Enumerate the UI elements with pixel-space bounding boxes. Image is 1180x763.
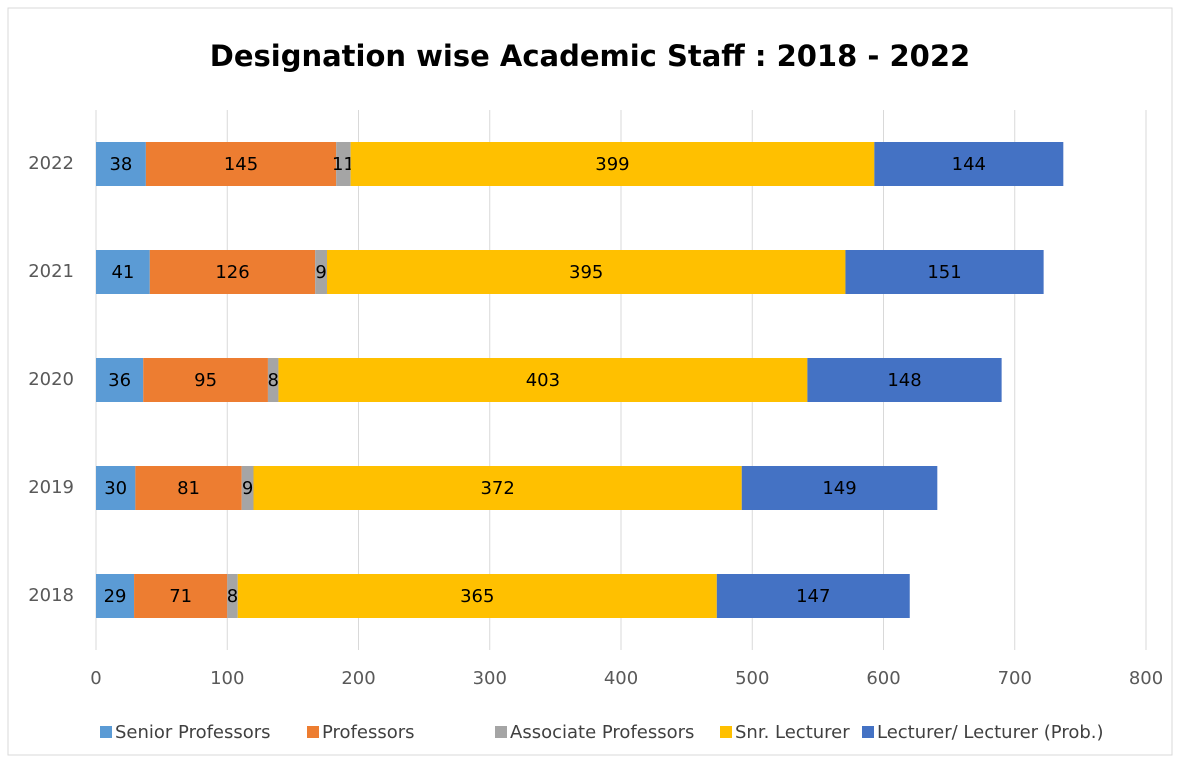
bar-segment [336,142,351,186]
bar-segment [241,466,254,510]
y-tick-label: 2020 [28,369,74,390]
bar-segment [350,142,875,186]
x-tick-label: 300 [473,668,507,689]
bar-segment [278,358,808,402]
legend-label: Lecturer/ Lecturer (Prob.) [877,722,1104,743]
chart-title: Designation wise Academic Staff : 2018 -… [210,39,970,73]
data-label: 151 [927,262,961,283]
legend-swatch [862,726,874,738]
bar-segment [874,142,1064,186]
data-label: 395 [569,262,603,283]
x-tick-label: 600 [866,668,900,689]
x-tick-label: 500 [735,668,769,689]
bar-segment [227,574,238,618]
legend-label: Senior Professors [115,722,271,743]
bar-segment [807,358,1002,402]
x-tick-label: 0 [90,668,101,689]
data-label: 11 [332,154,355,175]
bar-segment [327,250,846,294]
legend-label: Snr. Lecturer [735,722,850,743]
bar-segment [96,574,135,618]
x-tick-label: 400 [604,668,638,689]
data-label: 403 [526,370,560,391]
bar-segment [135,466,242,510]
data-label: 38 [109,154,132,175]
bar-segment [134,574,228,618]
y-tick-label: 2018 [28,585,74,606]
legend-swatch [720,726,732,738]
y-tick-label: 2019 [28,477,74,498]
data-label: 95 [194,370,217,391]
bar-segment [149,250,316,294]
legend-swatch [307,726,319,738]
legend-swatch [495,726,507,738]
bar-segment [96,142,146,186]
bar-segment [237,574,717,618]
data-label: 149 [822,478,856,499]
data-label: 372 [480,478,514,499]
legend-label: Associate Professors [510,722,694,743]
data-label: 30 [104,478,127,499]
data-label: 81 [177,478,200,499]
data-label: 36 [108,370,131,391]
bar-segment [741,466,938,510]
x-tick-label: 700 [998,668,1032,689]
bar-segment [96,250,150,294]
bar-segment [143,358,268,402]
data-label: 126 [215,262,249,283]
data-label: 144 [952,154,986,175]
data-label: 9 [315,262,326,283]
x-tick-label: 800 [1129,668,1163,689]
bar-segment [145,142,337,186]
legend-swatch [100,726,112,738]
data-label: 365 [460,586,494,607]
data-label: 399 [595,154,629,175]
bar-segment [253,466,742,510]
legend-label: Professors [322,722,415,743]
bar-segment [315,250,327,294]
x-tick-label: 200 [341,668,375,689]
bar-segment [267,358,279,402]
data-label: 9 [242,478,253,499]
x-tick-label: 100 [210,668,244,689]
data-label: 8 [227,586,238,607]
data-label: 8 [267,370,278,391]
data-label: 71 [169,586,192,607]
data-label: 29 [104,586,127,607]
y-tick-label: 2021 [28,261,74,282]
data-label: 147 [796,586,830,607]
bar-segment [845,250,1044,294]
data-label: 41 [111,262,134,283]
bar-segment [716,574,910,618]
data-label: 145 [224,154,258,175]
data-label: 148 [887,370,921,391]
bar-segment [96,358,144,402]
bar-segment [96,466,136,510]
y-tick-label: 2022 [28,153,74,174]
